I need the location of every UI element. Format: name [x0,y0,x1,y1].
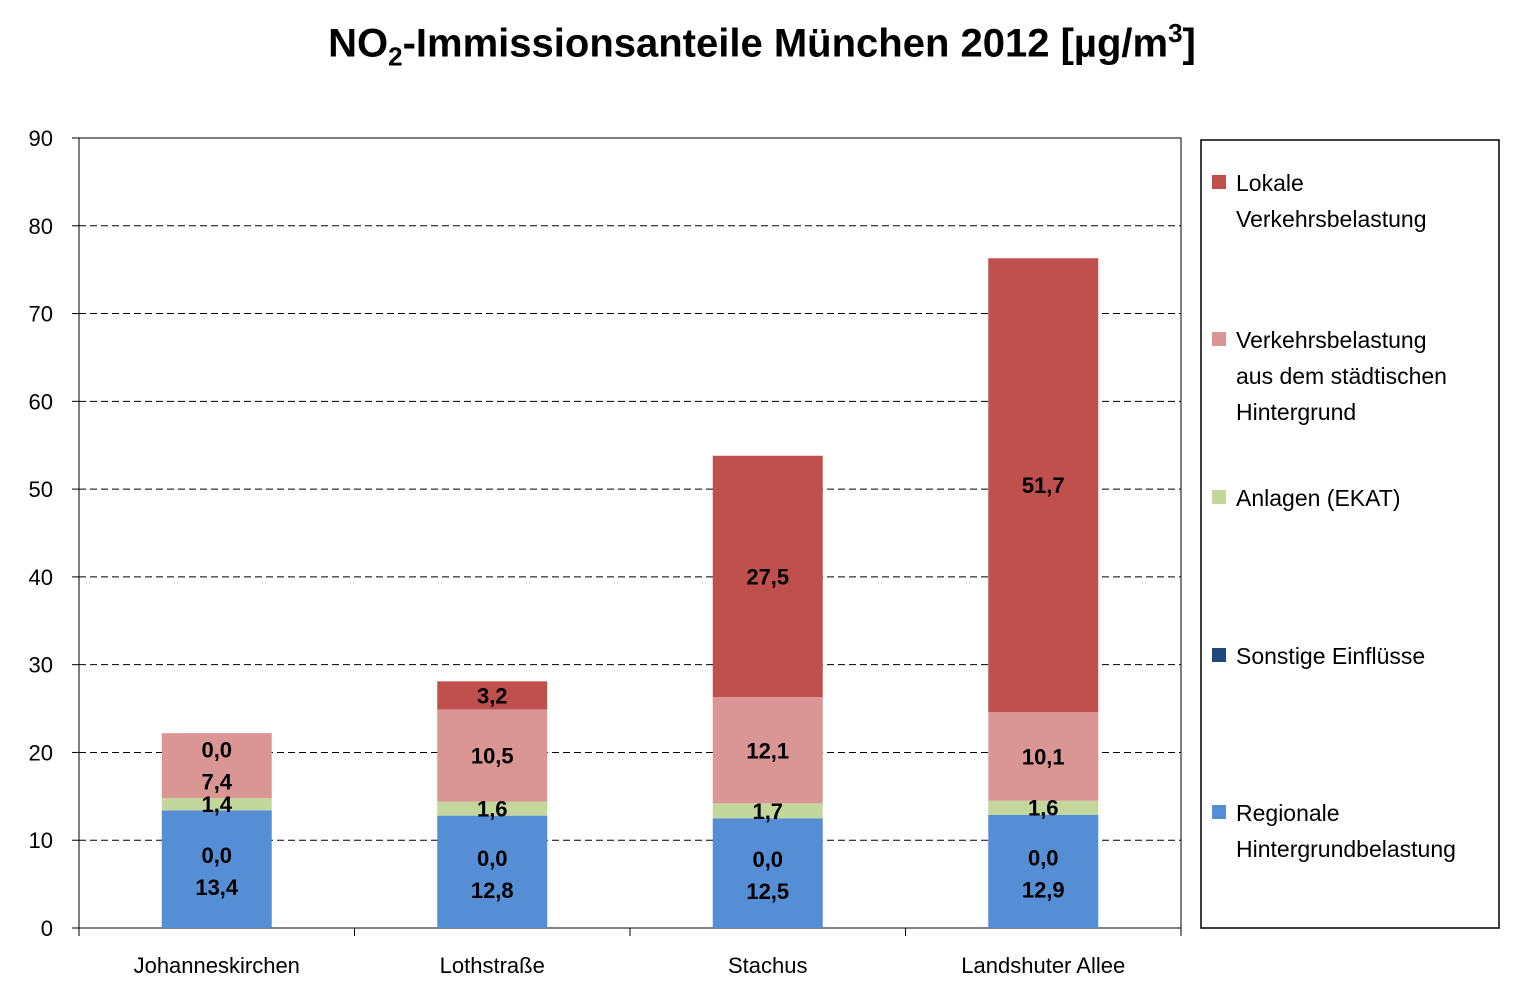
bar-segment [161,810,272,928]
bar-segment [437,709,548,802]
bar-segment [712,818,823,928]
data-label: 51,7 [1022,473,1065,498]
title-middle: -Immissionsanteile München 2012 [µg/m [402,21,1169,66]
legend-label: Hintergrundbelastung [1236,836,1456,862]
data-label: 12,1 [746,738,789,763]
legend-label: Anlagen (EKAT) [1236,485,1400,511]
legend-swatch [1212,805,1226,819]
y-tick-label: 10 [29,828,53,853]
y-tick-label: 60 [29,389,53,414]
data-label: 1,6 [1028,796,1059,821]
y-tick-label: 20 [29,740,53,765]
bar-segment [437,801,548,816]
bar-segment [437,681,548,710]
data-label: 0,0 [1028,845,1059,870]
bar-segment [712,803,823,819]
data-label: 0,0 [752,847,783,872]
legend-label: Hintergrund [1236,399,1356,425]
data-label: 10,5 [471,744,514,769]
legend-label: Sonstige Einflüsse [1236,643,1425,669]
data-label: 27,5 [746,564,789,589]
legend-label: Verkehrsbelastung [1236,327,1427,353]
data-label: 12,9 [1022,877,1065,902]
bar-segment [161,798,272,811]
legend-label: Lokale [1236,170,1304,196]
data-label: 7,4 [201,770,232,795]
y-tick-label: 70 [29,302,53,327]
title-superscript: 3 [1168,18,1183,48]
y-tick-label: 50 [29,477,53,502]
y-tick-label: 0 [41,916,53,941]
data-label: 3,2 [477,683,508,708]
data-label: 0,0 [201,843,232,868]
data-label: 12,8 [471,878,514,903]
data-label: 0,0 [477,846,508,871]
title-subscript: 2 [388,41,403,72]
data-label: 12,5 [746,879,789,904]
bar-segment [712,455,823,698]
bar-segment [988,258,1099,713]
legend-label: aus dem städtischen [1236,363,1447,389]
data-label: 1,6 [477,797,508,822]
legend-label: Verkehrsbelastung [1236,206,1427,232]
x-tick-label: Stachus [728,953,808,978]
title-prefix: NO [328,21,389,66]
x-tick-label: Landshuter Allee [961,953,1125,978]
bar-segment [437,815,548,928]
legend-label: Regionale [1236,800,1340,826]
legend-swatch [1212,175,1226,189]
legend-swatch [1212,648,1226,662]
data-label: 10,1 [1022,744,1065,769]
data-label: 1,4 [201,792,232,817]
bar-segment [161,733,272,799]
y-tick-label: 90 [29,126,53,151]
y-tick-label: 40 [29,565,53,590]
y-tick-label: 80 [29,214,53,239]
x-tick-label: Johanneskirchen [134,953,300,978]
data-label: 1,7 [752,799,783,824]
legend-swatch [1212,332,1226,346]
legend-box [1200,139,1500,929]
legend-swatch [1212,490,1226,504]
bar-segment [712,697,823,804]
title-suffix: ] [1182,21,1196,66]
bar-segment [988,712,1099,801]
bar-segment [988,814,1099,928]
bar-segment [988,800,1099,815]
x-tick-label: Lothstraße [440,953,545,978]
data-label: 13,4 [195,875,239,900]
data-label: 0,0 [201,738,232,763]
y-tick-label: 30 [29,653,53,678]
chart-title: NO2-Immissionsanteile München 2012 [µg/m… [0,18,1524,72]
